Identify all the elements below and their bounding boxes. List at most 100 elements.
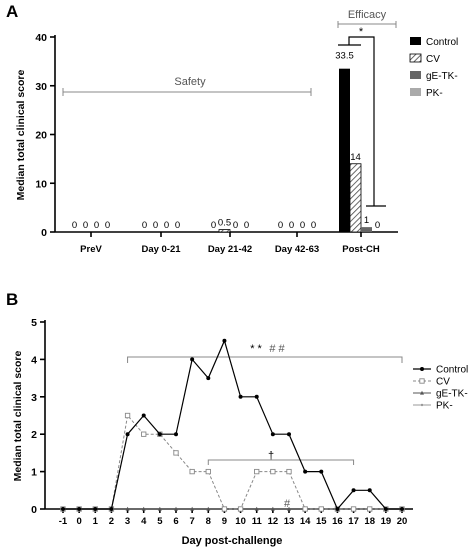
panel-b-ylabel: Median total clinical score	[12, 350, 24, 481]
point-ge-tk-	[254, 506, 259, 511]
bar-value-label: 0	[72, 220, 77, 231]
point-control	[125, 432, 130, 437]
point-cv	[173, 450, 179, 456]
bar-value-label: 0	[289, 220, 294, 231]
point-ge-tk-	[270, 506, 275, 511]
point-ge-tk-	[157, 506, 162, 511]
legend-swatch	[409, 53, 422, 63]
panel-b-xtick-label: 19	[381, 516, 392, 527]
panel-b-xtick-label: 13	[284, 516, 295, 527]
panel-b-xtick-label: 12	[268, 516, 279, 527]
point-control	[351, 488, 356, 493]
bar-value-label: 0	[142, 220, 147, 231]
panel-b-letter: B	[6, 290, 18, 309]
efficacy-label: Efficacy	[348, 9, 387, 21]
hash-mark-low: #	[284, 498, 291, 510]
bar-value-label: 33.5	[335, 51, 354, 62]
legend-marker	[419, 378, 425, 384]
point-ge-tk-	[206, 506, 211, 511]
bar-value-label: 14	[350, 152, 361, 163]
point-cv	[318, 506, 324, 512]
bar-value-label: 0	[375, 220, 380, 231]
point-control	[400, 507, 404, 511]
safety-label: Safety	[174, 76, 206, 88]
point-cv	[367, 506, 373, 512]
panel-a-ylabel: Median total clinical score	[15, 69, 27, 200]
panel-b-ytick-label: 1	[31, 467, 37, 479]
panel-b-xtick-label: 1	[93, 516, 99, 527]
point-control	[254, 394, 259, 399]
bar-value-label: 0	[300, 220, 305, 231]
dagger-bracket	[207, 459, 355, 465]
panel-b-xtick-label: 9	[222, 516, 227, 527]
point-cv	[141, 431, 147, 437]
point-control	[303, 469, 308, 474]
line-cv	[63, 414, 402, 510]
legend-label: CV	[426, 54, 440, 65]
panel-a-ytick-label: 30	[35, 81, 47, 93]
panel-a-xtick-label: Day 0-21	[141, 244, 181, 255]
panel-b-xtick-label: 8	[206, 516, 211, 527]
point-control	[141, 413, 146, 418]
legend-label: PK-	[426, 88, 443, 99]
panel-b-xtick-label: 4	[141, 516, 147, 527]
point-ge-tk-	[125, 506, 130, 511]
point-control	[319, 469, 324, 474]
point-control	[287, 432, 291, 437]
panel-b-xtick-label: 2	[109, 516, 114, 527]
point-ge-tk-	[141, 506, 146, 511]
panel-b-xtick-label: 18	[364, 516, 375, 527]
point-control	[93, 507, 98, 511]
efficacy-bracket	[337, 21, 397, 28]
point-cv	[254, 468, 260, 475]
point-control	[383, 507, 388, 511]
panel-a-xtick-label: Day 42-63	[275, 244, 319, 255]
panel-b-ytick-label: 5	[31, 317, 37, 329]
panel-b-xtick-label: 0	[76, 516, 81, 527]
panel-b-xtick-label: 7	[189, 516, 194, 527]
top-bracket	[127, 356, 403, 363]
panel-b-xlabel: Day post-challenge	[182, 535, 283, 547]
legend-label: Control	[436, 365, 468, 376]
panel-b-ytick-label: 3	[31, 392, 37, 404]
panel-b-ytick-label: 0	[31, 504, 37, 516]
bar-value-label: 0	[153, 220, 158, 231]
point-cv	[286, 468, 292, 475]
point-control	[222, 338, 227, 343]
point-cv	[302, 506, 308, 512]
panel-b-xtick-label: 17	[348, 516, 359, 527]
panel-b-xtick-label: -1	[59, 516, 68, 527]
panel-a-letter: A	[6, 2, 18, 21]
point-control	[77, 507, 82, 511]
point-cv	[189, 468, 195, 475]
legend-swatch	[410, 88, 421, 96]
point-control	[61, 507, 65, 511]
bar-value-label: 0	[211, 220, 216, 231]
bar-cv	[218, 229, 231, 233]
bar-value-label: 0	[105, 220, 110, 231]
point-control	[270, 432, 275, 437]
point-ge-tk-	[174, 506, 178, 511]
panel-b-ytick-label: 4	[31, 354, 37, 366]
bar-value-label: 0	[311, 220, 316, 231]
point-cv	[237, 506, 244, 512]
legend-swatch	[410, 71, 421, 79]
panel-b-xtick-label: 20	[397, 516, 408, 527]
point-control	[190, 357, 195, 362]
bar-value-label: 0.5	[218, 218, 231, 229]
top-stars: * *	[250, 343, 262, 355]
point-control	[109, 507, 114, 511]
panel-b-xtick-label: 5	[157, 516, 163, 527]
panel-b-xtick-label: 10	[235, 516, 246, 527]
legend-marker	[420, 403, 424, 407]
panel-a-xtick-label: Post-CH	[342, 244, 380, 255]
point-cv	[350, 506, 357, 512]
bar-value-label: 0	[278, 220, 283, 231]
legend-label: gE-TK-	[426, 71, 458, 82]
panel-a-ytick-label: 10	[35, 178, 47, 190]
panel-a-xtick-label: PreV	[80, 244, 102, 255]
legend-marker	[420, 367, 424, 371]
